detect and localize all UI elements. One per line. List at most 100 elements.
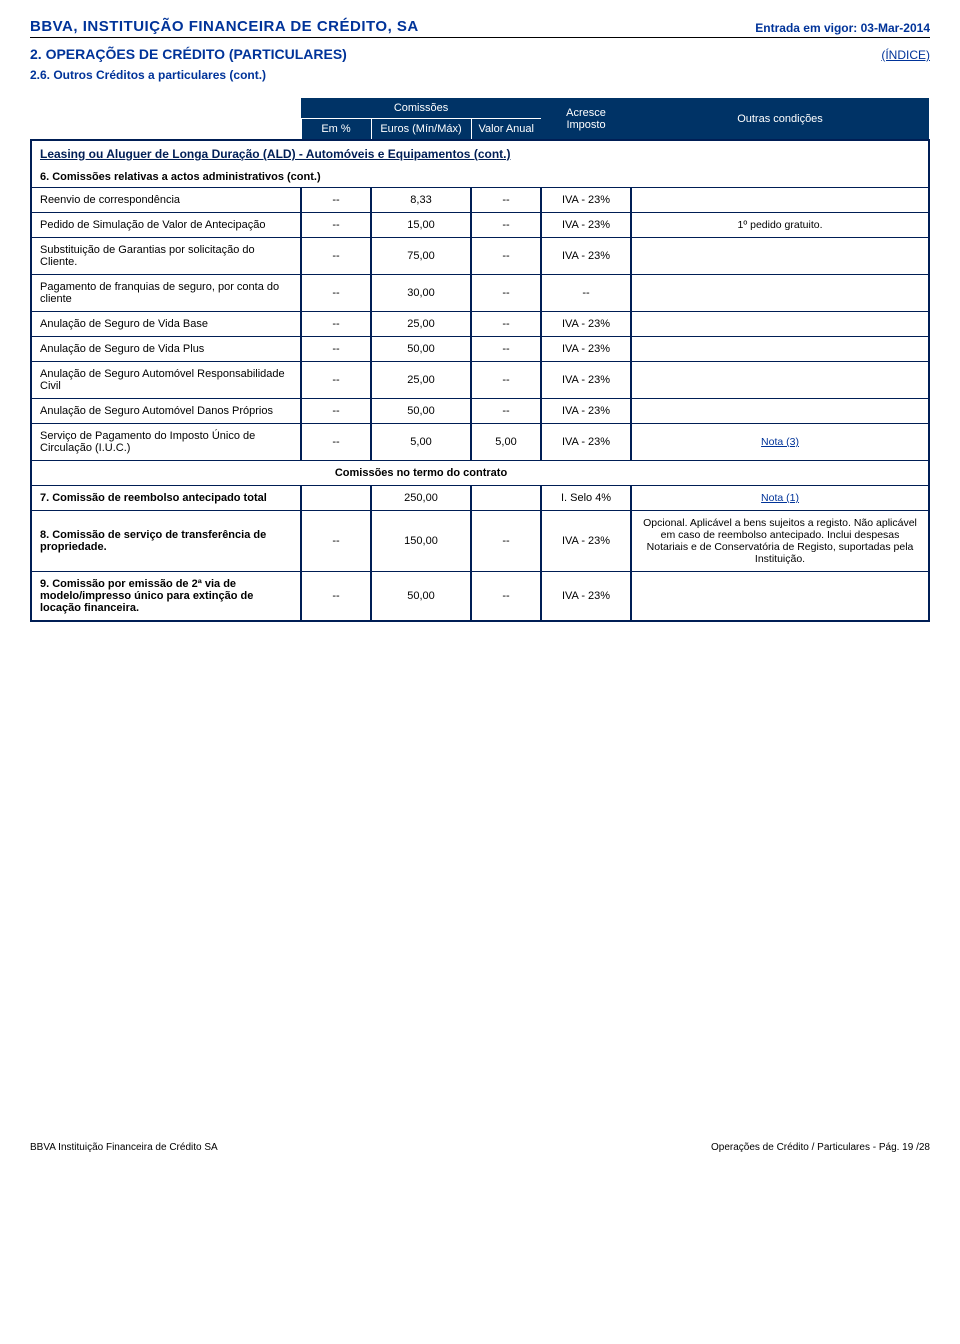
row-tax: IVA - 23% [541, 362, 631, 399]
row-tax: -- [541, 275, 631, 312]
footer-right: Operações de Crédito / Particulares - Pá… [711, 1142, 930, 1153]
row-val: -- [471, 572, 541, 622]
row-desc: Anulação de Seguro de Vida Plus [31, 337, 301, 362]
table-row: Anulação de Seguro de Vida Base -- 25,00… [31, 312, 929, 337]
row-cond [631, 312, 929, 337]
row-pct [301, 486, 371, 511]
row-cond: 1º pedido gratuito. [631, 213, 929, 238]
table-row: Pedido de Simulação de Valor de Antecipa… [31, 213, 929, 238]
col-em-pct: Em % [301, 119, 371, 141]
row-pct: -- [301, 337, 371, 362]
row-eur: 30,00 [371, 275, 471, 312]
col-euros: Euros (Mín/Máx) [371, 119, 471, 141]
header-top: BBVA, INSTITUIÇÃO FINANCEIRA DE CRÉDITO,… [30, 18, 930, 38]
row-pct: -- [301, 188, 371, 213]
row-pct: -- [301, 399, 371, 424]
row-desc: Anulação de Seguro Automóvel Responsabil… [31, 362, 301, 399]
row-tax: IVA - 23% [541, 312, 631, 337]
row-eur: 75,00 [371, 238, 471, 275]
table-row: Anulação de Seguro de Vida Plus -- 50,00… [31, 337, 929, 362]
table-row: Substituição de Garantias por solicitaçã… [31, 238, 929, 275]
row-desc: Pagamento de franquias de seguro, por co… [31, 275, 301, 312]
row-val: -- [471, 238, 541, 275]
row-cond [631, 188, 929, 213]
col-valor-anual: Valor Anual [471, 119, 541, 141]
row-eur: 50,00 [371, 337, 471, 362]
row-val: -- [471, 213, 541, 238]
row-tax: IVA - 23% [541, 188, 631, 213]
row-eur: 25,00 [371, 312, 471, 337]
row-val: -- [471, 275, 541, 312]
row-tax: IVA - 23% [541, 399, 631, 424]
row-cond [631, 337, 929, 362]
col-acresce: Acresce Imposto [541, 98, 631, 140]
row-val: -- [471, 399, 541, 424]
table-row: Anulação de Seguro Automóvel Danos Própr… [31, 399, 929, 424]
subsection-heading: 2.6. Outros Créditos a particulares (con… [30, 68, 930, 82]
row-pct: -- [301, 238, 371, 275]
row-val [471, 486, 541, 511]
row-desc: Reenvio de correspondência [31, 188, 301, 213]
table-header: Comissões Acresce Imposto Outras condiçõ… [31, 98, 929, 140]
row-pct: -- [301, 312, 371, 337]
row-desc: Pedido de Simulação de Valor de Antecipa… [31, 213, 301, 238]
mid-header-row: Comissões no termo do contrato [31, 461, 929, 486]
row-val: -- [471, 511, 541, 572]
row-desc: 7. Comissão de reembolso antecipado tota… [31, 486, 301, 511]
row-desc: Substituição de Garantias por solicitaçã… [31, 238, 301, 275]
row-desc: 8. Comissão de serviço de transferência … [31, 511, 301, 572]
table-row: Serviço de Pagamento do Imposto Único de… [31, 424, 929, 461]
section-title-row: Leasing ou Aluguer de Longa Duração (ALD… [31, 140, 929, 167]
row-eur: 15,00 [371, 213, 471, 238]
row-tax: IVA - 23% [541, 424, 631, 461]
row-tax: IVA - 23% [541, 572, 631, 622]
row-eur: 50,00 [371, 572, 471, 622]
section-heading: 2. OPERAÇÕES DE CRÉDITO (PARTICULARES) [30, 46, 347, 62]
row-tax: I. Selo 4% [541, 486, 631, 511]
note-link[interactable]: Nota (1) [761, 492, 799, 504]
row-desc: Serviço de Pagamento do Imposto Único de… [31, 424, 301, 461]
row-pct: -- [301, 213, 371, 238]
row-cond: Opcional. Aplicável a bens sujeitos a re… [631, 511, 929, 572]
table-row: 7. Comissão de reembolso antecipado tota… [31, 486, 929, 511]
row-eur: 8,33 [371, 188, 471, 213]
row-val: -- [471, 188, 541, 213]
table-row: Reenvio de correspondência -- 8,33 -- IV… [31, 188, 929, 213]
index-link[interactable]: (ÍNDICE) [881, 48, 930, 62]
row-cond [631, 238, 929, 275]
row-tax: IVA - 23% [541, 511, 631, 572]
section-row: 2. OPERAÇÕES DE CRÉDITO (PARTICULARES) (… [30, 46, 930, 62]
row-tax: IVA - 23% [541, 337, 631, 362]
row-pct: -- [301, 275, 371, 312]
row-pct: -- [301, 424, 371, 461]
row-cond [631, 362, 929, 399]
row-tax: IVA - 23% [541, 213, 631, 238]
group-6-heading: 6. Comissões relativas a actos administr… [31, 167, 929, 188]
table-row: Anulação de Seguro Automóvel Responsabil… [31, 362, 929, 399]
effective-date: Entrada em vigor: 03-Mar-2014 [755, 21, 930, 35]
company-name: BBVA, INSTITUIÇÃO FINANCEIRA DE CRÉDITO,… [30, 18, 419, 35]
row-eur: 150,00 [371, 511, 471, 572]
col-outras: Outras condições [631, 98, 929, 140]
page-footer: BBVA Instituição Financeira de Crédito S… [30, 1142, 930, 1153]
row-eur: 50,00 [371, 399, 471, 424]
table-row: Pagamento de franquias de seguro, por co… [31, 275, 929, 312]
row-pct: -- [301, 362, 371, 399]
footer-left: BBVA Instituição Financeira de Crédito S… [30, 1142, 218, 1153]
row-desc: 9. Comissão por emissão de 2ª via de mod… [31, 572, 301, 622]
fees-table: Comissões Acresce Imposto Outras condiçõ… [30, 98, 930, 622]
row-desc: Anulação de Seguro de Vida Base [31, 312, 301, 337]
row-pct: -- [301, 572, 371, 622]
row-desc: Anulação de Seguro Automóvel Danos Própr… [31, 399, 301, 424]
row-eur: 5,00 [371, 424, 471, 461]
note-link[interactable]: Nota (3) [761, 436, 799, 448]
row-cond [631, 399, 929, 424]
row-val: -- [471, 362, 541, 399]
row-val: -- [471, 337, 541, 362]
mid-header-caption: Comissões no termo do contrato [301, 461, 541, 486]
row-pct: -- [301, 511, 371, 572]
col-comissoes: Comissões [301, 98, 541, 119]
row-eur: 25,00 [371, 362, 471, 399]
row-cond [631, 572, 929, 622]
row-eur: 250,00 [371, 486, 471, 511]
